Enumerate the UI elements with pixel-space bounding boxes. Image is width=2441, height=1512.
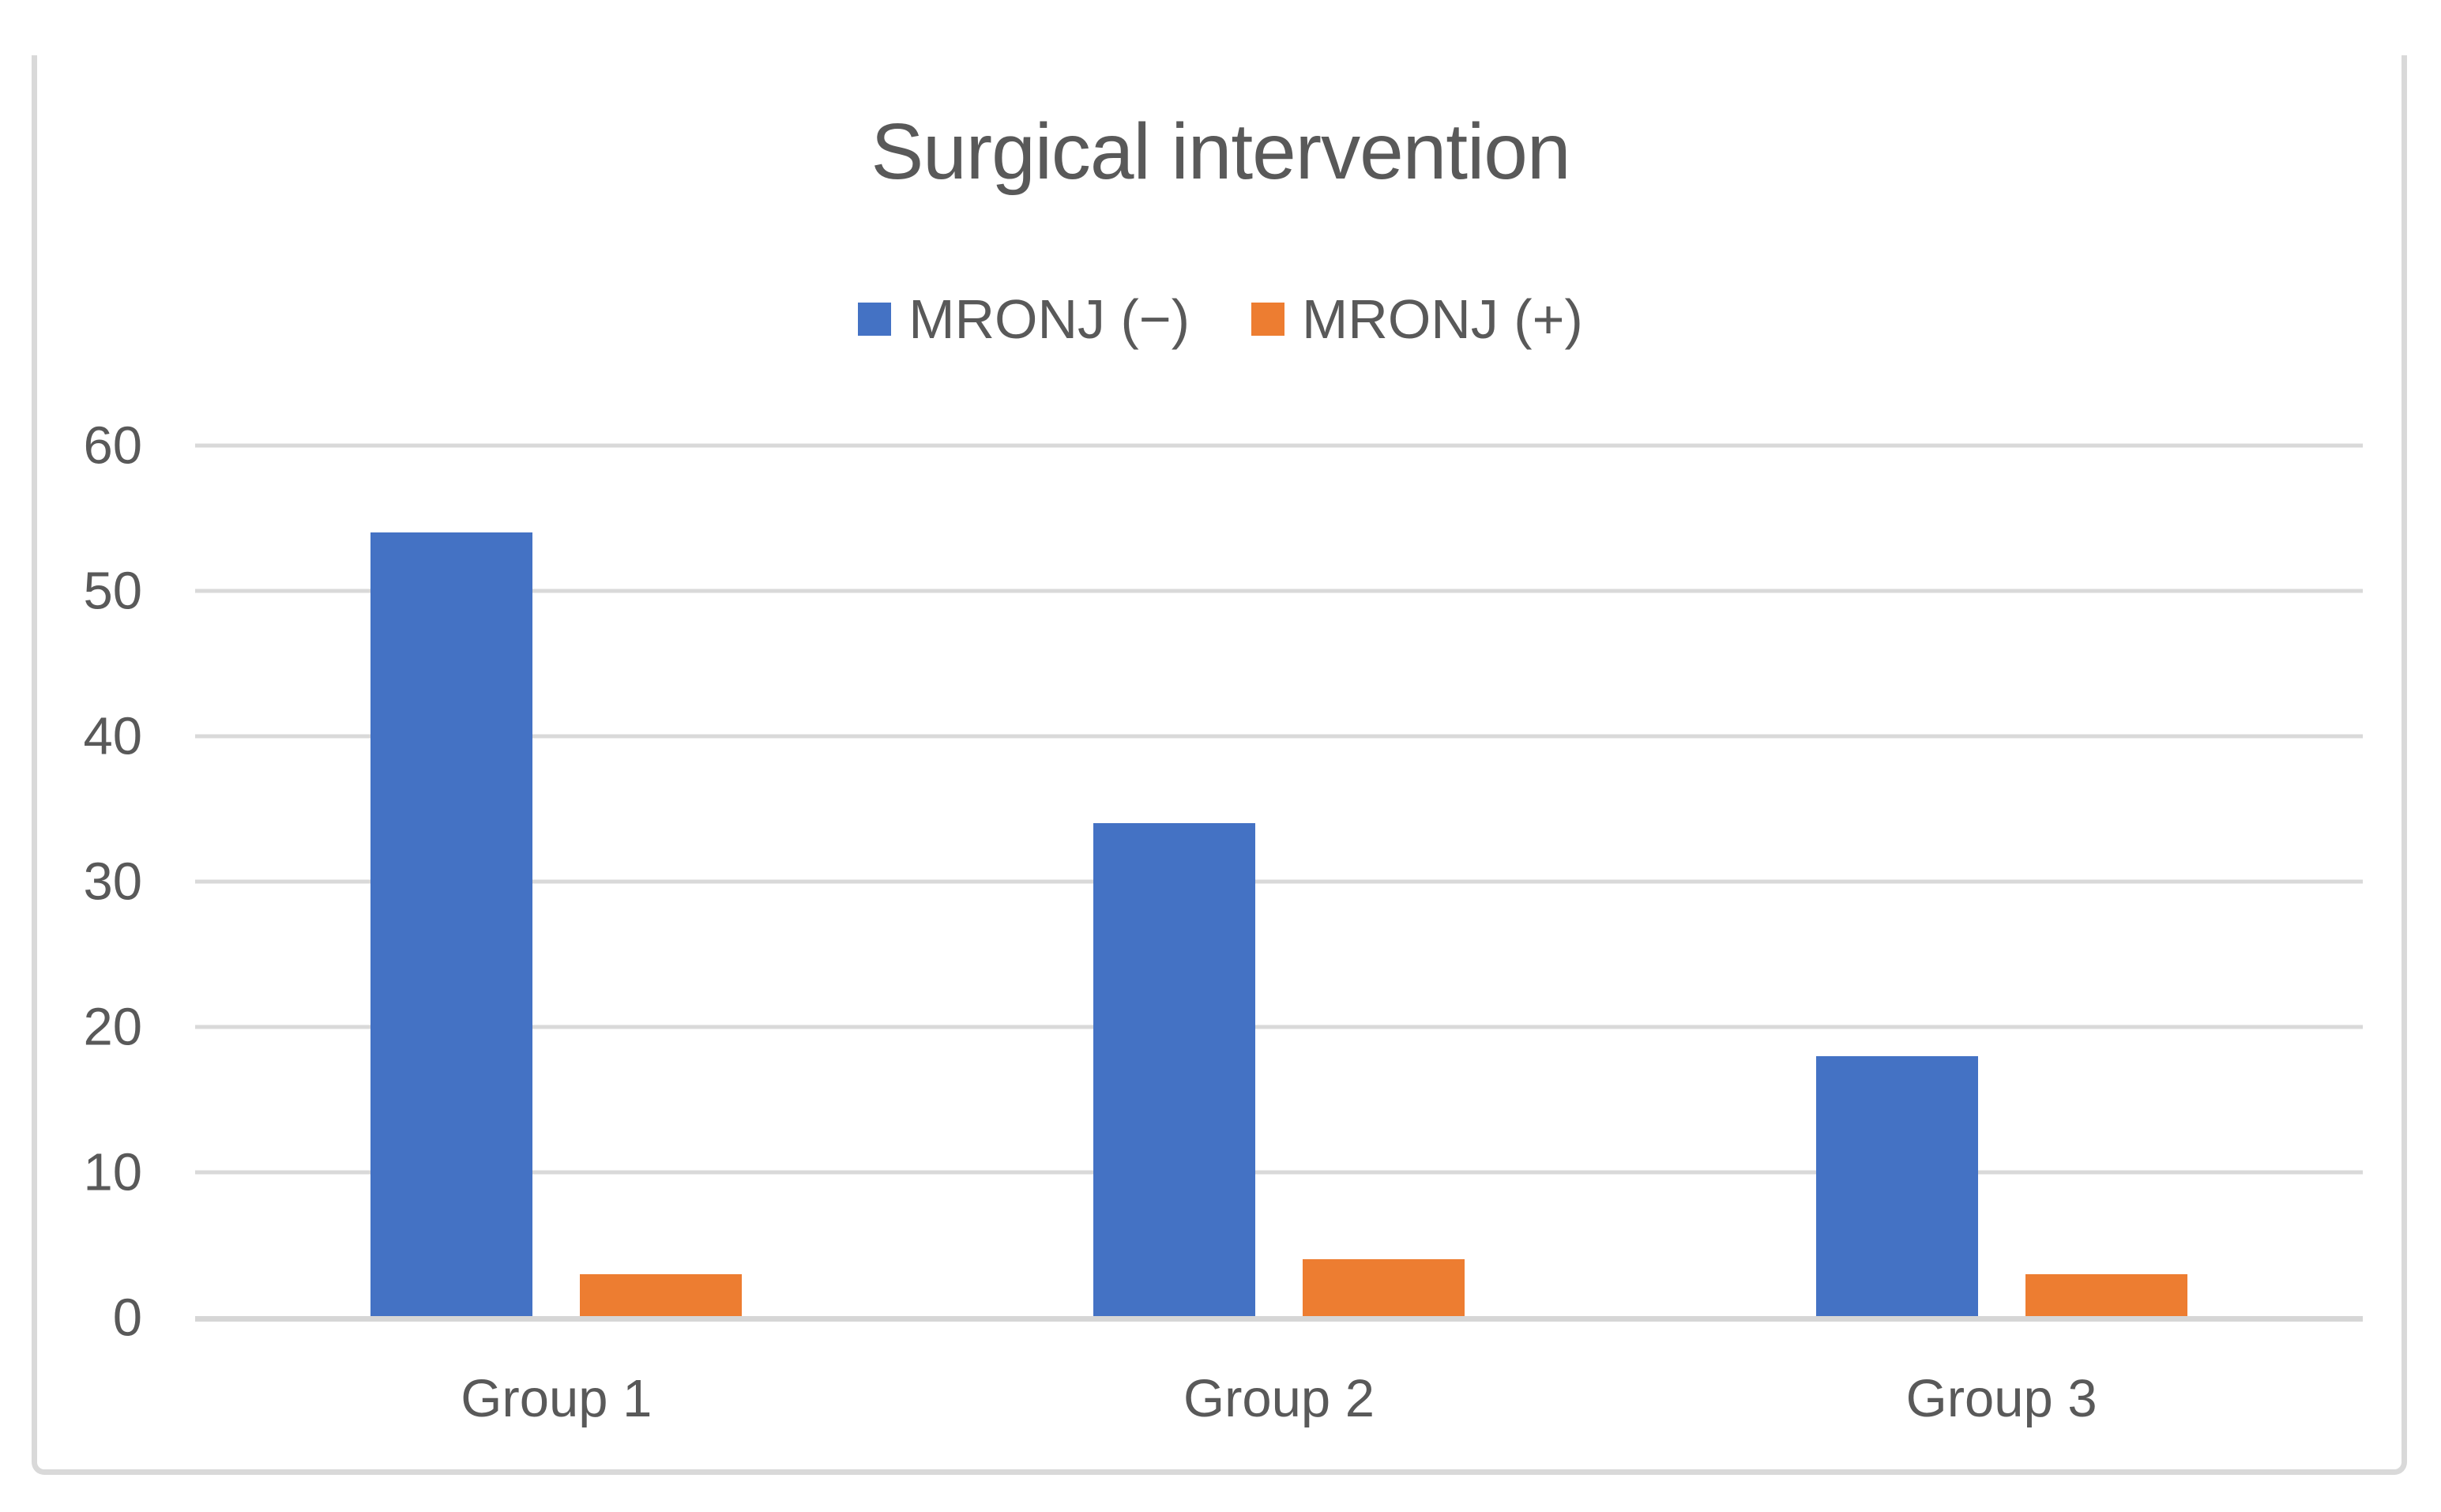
legend-label: MRONJ (+) [1302, 288, 1583, 350]
x-category-label-2: Group 2 [1183, 1369, 1375, 1428]
y-tick-label-50: 50 [83, 561, 142, 621]
bar-group-2-series-0 [1093, 823, 1255, 1318]
y-tick-label-0: 0 [112, 1288, 142, 1348]
y-tick-label-30: 30 [83, 852, 142, 912]
x-category-label-1: Group 1 [461, 1369, 653, 1428]
x-category-label-3: Group 3 [1905, 1369, 2097, 1428]
gridline-y-50 [195, 589, 2363, 593]
bar-group-3-series-0 [1815, 1055, 1978, 1318]
y-tick-label-10: 10 [83, 1142, 142, 1202]
gridline-y-60 [195, 443, 2363, 448]
legend-item-0: MRONJ (−) [858, 291, 1190, 348]
y-tick-label-60: 60 [83, 416, 142, 476]
y-tick-label-20: 20 [83, 997, 142, 1057]
bar-group-1-series-1 [580, 1273, 743, 1318]
gridline-y-20 [195, 1025, 2363, 1029]
bar-group-1-series-0 [370, 532, 533, 1318]
y-tick-label-40: 40 [83, 706, 142, 766]
chart-legend: MRONJ (−) MRONJ (+) [0, 291, 2441, 348]
bar-group-2-series-1 [1303, 1259, 1465, 1318]
legend-label: MRONJ (−) [908, 288, 1190, 350]
chart-title: Surgical intervention [871, 107, 1570, 196]
legend-swatch-icon [858, 303, 892, 336]
plot-area [195, 443, 2363, 1322]
legend-swatch-icon [1251, 303, 1284, 336]
bar-group-3-series-1 [2025, 1273, 2187, 1318]
gridline-y-30 [195, 879, 2363, 884]
gridline-y-40 [195, 734, 2363, 739]
chart-frame [32, 55, 2407, 1475]
x-axis-category-labels: Group 1 Group 2 Group 3 [195, 1371, 2363, 1442]
legend-item-1: MRONJ (+) [1251, 291, 1583, 348]
y-axis-tick-labels: 0 10 20 30 40 50 60 [32, 419, 142, 1345]
x-axis-line [195, 1316, 2363, 1322]
gridline-y-10 [195, 1170, 2363, 1175]
